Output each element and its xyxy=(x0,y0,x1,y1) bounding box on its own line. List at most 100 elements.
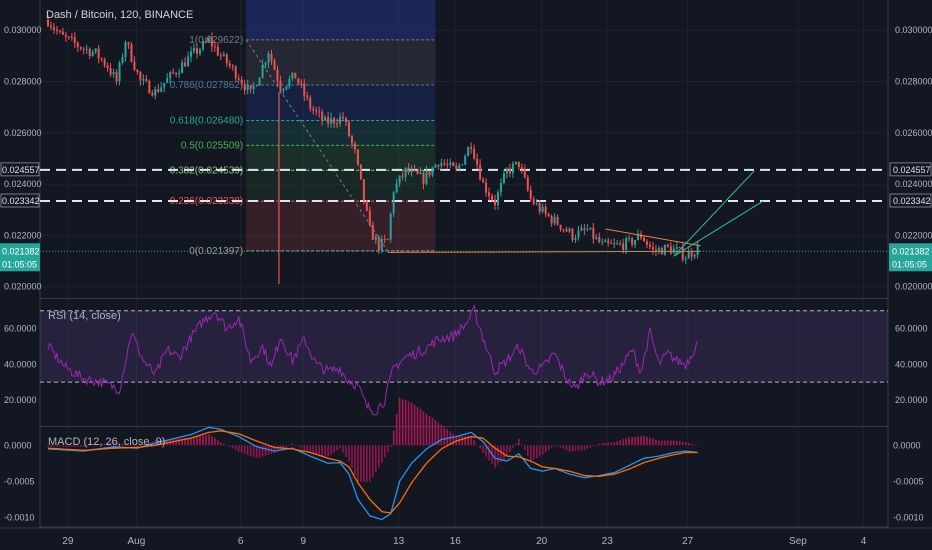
macd-histogram-bar xyxy=(300,445,303,449)
macd-histogram-bar xyxy=(664,440,666,446)
candle-body xyxy=(496,192,499,205)
candle-body xyxy=(568,228,571,232)
macd-histogram-bar xyxy=(446,429,449,446)
candle-body xyxy=(49,25,52,28)
candle-body xyxy=(422,172,425,184)
fib-level-label: 0.5(0.025509) xyxy=(181,140,243,151)
candle-body xyxy=(255,85,258,87)
candle-body xyxy=(640,234,643,238)
candle-body xyxy=(121,57,124,63)
macd-histogram-bar xyxy=(431,418,434,446)
macd-histogram-bar xyxy=(529,445,532,462)
macd-histogram-bar xyxy=(217,440,219,446)
candle-body xyxy=(559,224,562,230)
candle-body xyxy=(383,238,386,240)
macd-y-tick-left: 0.0000 xyxy=(4,440,32,450)
macd-histogram-bar xyxy=(255,445,258,458)
macd-histogram-bar xyxy=(68,445,70,447)
macd-histogram-bar xyxy=(574,445,577,452)
macd-histogram-bar xyxy=(50,445,52,447)
candle-body xyxy=(526,177,529,190)
candle-body xyxy=(392,192,395,214)
macd-histogram-bar xyxy=(687,442,690,446)
x-tick-label-front: Sep xyxy=(789,536,807,547)
candle-body xyxy=(488,192,491,197)
macd-histogram-bar xyxy=(410,402,413,446)
candle-body xyxy=(371,225,374,240)
candle-body xyxy=(300,83,303,85)
x-tick-label-front: 6 xyxy=(238,536,244,547)
candle-body xyxy=(440,163,443,167)
candle-body xyxy=(511,163,514,174)
macd-histogram-bar xyxy=(440,424,443,446)
candle-body xyxy=(270,53,273,61)
candle-body xyxy=(166,78,169,83)
candle-body xyxy=(681,247,684,260)
macd-y-tick-right: 0.0000 xyxy=(893,440,921,450)
candle-body xyxy=(643,237,645,242)
macd-histogram-bar xyxy=(118,443,121,446)
fib-zone xyxy=(246,170,436,202)
macd-histogram-bar xyxy=(339,445,341,449)
macd-histogram-bar xyxy=(94,444,97,446)
macd-histogram-bar xyxy=(392,430,395,446)
macd-label: MACD (12, 26, close, 9) xyxy=(48,436,166,448)
y-tick-label-right: 0.022000 xyxy=(895,230,932,240)
candle-body xyxy=(52,27,55,30)
candle-body xyxy=(502,173,505,184)
candle-body xyxy=(410,169,413,173)
candle-body xyxy=(291,72,294,79)
candle-body xyxy=(514,161,517,164)
candle-body xyxy=(112,72,115,75)
macd-histogram-bar xyxy=(336,445,338,451)
macd-histogram-bar xyxy=(553,445,556,446)
candle-body xyxy=(592,227,595,239)
candle-body xyxy=(505,168,508,174)
macd-histogram-bar xyxy=(568,445,571,452)
macd-histogram-bar xyxy=(515,443,517,446)
macd-histogram-bar xyxy=(541,445,544,455)
macd-histogram-bar xyxy=(208,434,210,446)
macd-histogram-bar xyxy=(643,435,645,446)
candle-body xyxy=(458,165,461,169)
key-level-tag-right xyxy=(889,162,932,177)
candle-body xyxy=(508,168,511,174)
macd-histogram-bar xyxy=(497,445,499,465)
macd-histogram-bar xyxy=(193,436,195,446)
macd-histogram-bar xyxy=(589,445,592,448)
key-level-value-left: 0.024557 xyxy=(2,165,40,175)
macd-histogram-bar xyxy=(71,445,73,447)
macd-histogram-bar xyxy=(163,439,166,446)
macd-histogram-bar xyxy=(592,445,595,447)
candle-body xyxy=(520,167,523,169)
candle-body xyxy=(47,19,49,26)
candle-body xyxy=(58,31,61,33)
macd-y-tick-right: -0.0010 xyxy=(893,512,924,522)
candle-body xyxy=(219,55,222,57)
candle-body xyxy=(279,80,282,91)
candle-body xyxy=(476,158,479,165)
candle-body xyxy=(544,206,547,214)
candle-body xyxy=(106,65,109,69)
macd-histogram-bar xyxy=(646,436,648,446)
macd-histogram-bar xyxy=(577,445,580,451)
macd-line xyxy=(47,426,698,521)
candle-body xyxy=(356,149,359,165)
candle-body xyxy=(309,97,312,109)
candle-body xyxy=(601,242,604,244)
macd-histogram-bar xyxy=(133,445,136,447)
candle-body xyxy=(654,249,657,251)
candle-body xyxy=(312,108,315,111)
fib-anchor-line xyxy=(245,39,389,252)
macd-histogram-bar xyxy=(401,398,404,446)
macd-histogram-bar xyxy=(556,445,559,447)
candle-body xyxy=(297,78,300,84)
candle-body xyxy=(139,71,142,81)
candle-body xyxy=(94,48,97,52)
candle-body xyxy=(339,116,342,124)
candle-body xyxy=(142,79,145,81)
candle-body xyxy=(541,206,544,212)
y-tick-label-left: 0.020000 xyxy=(4,282,42,292)
